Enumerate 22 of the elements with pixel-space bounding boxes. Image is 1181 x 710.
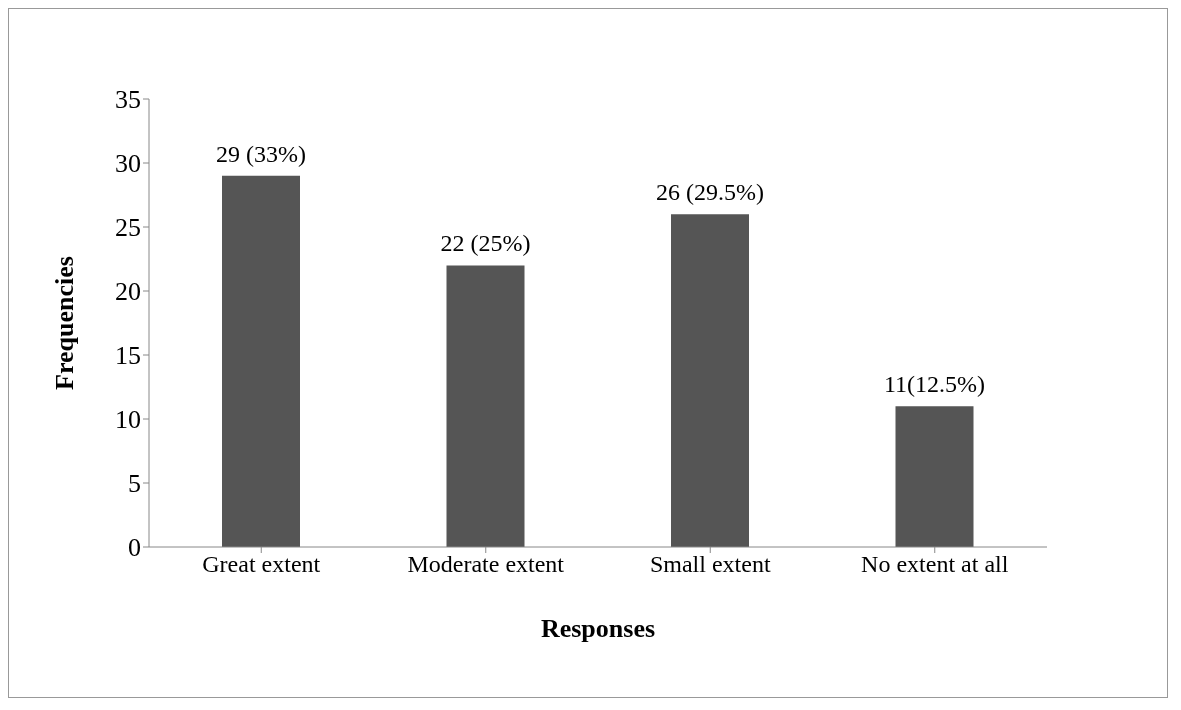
x-axis-title: Responses (540, 614, 656, 643)
y-tick-label: 5 (128, 469, 141, 499)
y-tick-label: 30 (115, 149, 141, 179)
bar (671, 214, 749, 547)
x-tick-label: Moderate extent (407, 551, 565, 578)
y-tick-label: 0 (128, 533, 141, 563)
data-label: 26 (29.5%) (656, 179, 764, 206)
data-label: 11(12.5%) (883, 371, 986, 398)
y-tick-label: 10 (115, 405, 141, 435)
bar (222, 175, 300, 547)
x-tick-label: Great extent (202, 551, 321, 578)
y-tick-label: 25 (115, 213, 141, 243)
data-label: 29 (33%) (216, 140, 306, 167)
y-tick-label: 20 (115, 277, 141, 307)
y-axis-title: Frequencies (50, 256, 80, 390)
bar (446, 265, 525, 547)
bar (895, 406, 974, 547)
y-tick-label: 35 (115, 85, 141, 115)
x-tick-label: No extent at all (861, 551, 1009, 578)
x-tick-label: Small extent (649, 551, 771, 578)
y-tick-label: 15 (115, 341, 141, 371)
data-label: 22 (25%) (440, 230, 531, 257)
